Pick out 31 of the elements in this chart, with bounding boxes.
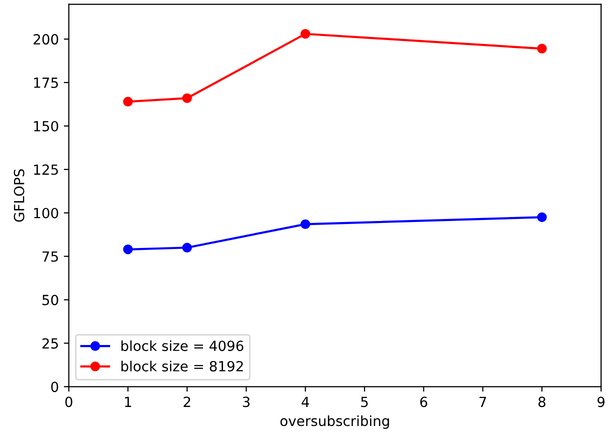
legend-label: block size = 4096 <box>121 340 244 352</box>
y-tick-label: 25 <box>42 338 58 349</box>
point <box>182 242 192 252</box>
x-tick-label: 6 <box>420 396 428 408</box>
y-tick-label: 100 <box>34 208 58 218</box>
x-tick-label: 4 <box>302 396 310 407</box>
x-tick-label: 9 <box>598 396 605 408</box>
y-tick-label: 75 <box>42 251 58 262</box>
x-tick-label: 3 <box>242 396 250 408</box>
point <box>537 44 547 54</box>
y-tick-label: 175 <box>34 78 58 88</box>
point <box>123 244 133 254</box>
x-tick-label: 1 <box>125 396 132 407</box>
y-tick-label: 50 <box>42 294 58 306</box>
x-tick-label: 5 <box>361 396 368 408</box>
x-tick-label: 0 <box>65 396 72 408</box>
y-axis-title: GFLOPS <box>14 169 24 222</box>
y-tick-label: 125 <box>34 164 58 175</box>
point <box>537 212 547 222</box>
y-tick-label: 150 <box>34 120 58 132</box>
point <box>182 93 192 104</box>
y-tick-label: 0 <box>51 382 58 392</box>
x-tick-label: 7 <box>480 396 486 407</box>
legend-label: block size = 8192 <box>121 360 243 372</box>
x-axis-title: oversubscribing <box>280 415 389 429</box>
point <box>300 29 310 39</box>
point <box>123 96 133 107</box>
x-tick-label: 8 <box>538 396 546 408</box>
x-tick-label: 2 <box>184 396 190 407</box>
y-tick-label: 200 <box>34 34 58 45</box>
point <box>300 219 310 230</box>
